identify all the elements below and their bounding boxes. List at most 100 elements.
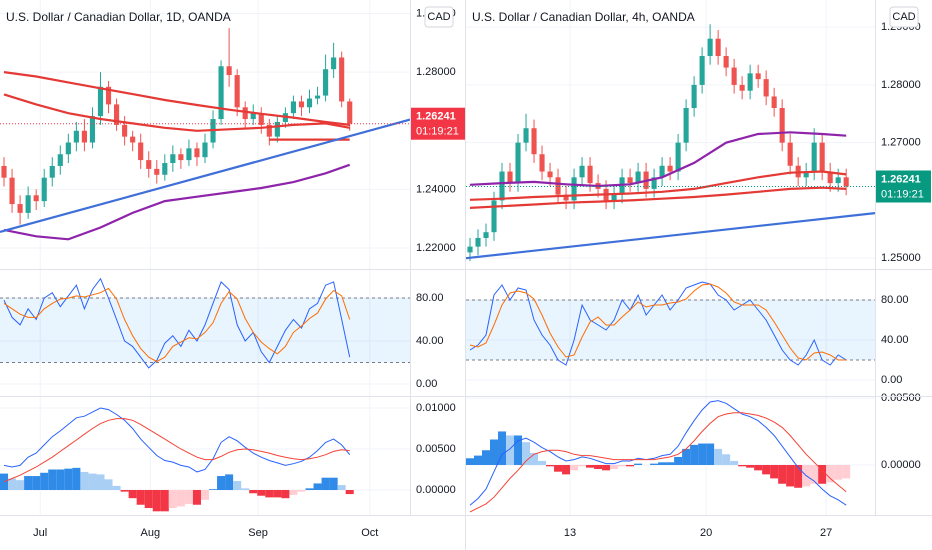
candle-body	[234, 75, 240, 108]
macd-histogram-bar	[48, 469, 57, 490]
macd-line	[469, 400, 847, 506]
overlay-line	[469, 170, 847, 201]
candle-body	[97, 86, 104, 117]
macd-histogram-bar	[602, 464, 611, 471]
macd-histogram-bar	[168, 489, 177, 509]
candle-body	[162, 163, 168, 175]
overlay-line	[466, 212, 875, 260]
macd-histogram-bar	[329, 477, 338, 490]
candle-body	[507, 171, 513, 184]
y-tick-label: 1.25000	[881, 252, 921, 264]
candle-body	[811, 142, 817, 172]
macd-histogram-bar	[762, 464, 771, 475]
candle-body	[587, 165, 593, 184]
candle-body	[843, 177, 849, 187]
y-tick-label: 1.28000	[881, 79, 921, 91]
y-tick-label: 40.00	[881, 334, 909, 346]
macd-histogram-bar	[160, 489, 169, 512]
plot-area	[0, 0, 410, 515]
macd-histogram-bar	[666, 462, 675, 465]
macd-histogram-bar	[658, 462, 667, 465]
candle-body	[73, 130, 79, 143]
macd-histogram-bar	[289, 489, 298, 495]
last-price-label: 1.26241	[881, 173, 921, 185]
macd-histogram-bar	[136, 489, 145, 505]
macd-histogram-bar	[297, 489, 306, 492]
candle-body	[667, 165, 673, 172]
candle-body	[731, 67, 737, 85]
y-tick-label: 80.00	[881, 294, 909, 306]
macd-histogram-bar	[192, 489, 201, 505]
macd-histogram-bar	[618, 464, 627, 467]
countdown-label: 01:19:21	[416, 126, 459, 138]
macd-histogram-bar	[88, 473, 97, 490]
candle-body	[298, 101, 305, 108]
candle-body	[483, 232, 489, 238]
macd-histogram-bar	[498, 431, 507, 465]
candle-body	[57, 154, 63, 166]
stoch-line	[3, 287, 351, 363]
candle-body	[755, 73, 761, 80]
candle-body	[122, 124, 128, 137]
candle-body	[186, 148, 192, 161]
macd-histogram-bar	[24, 476, 33, 490]
macd-histogram-bar	[562, 464, 571, 475]
macd-histogram-bar	[233, 480, 242, 490]
candle-body	[202, 142, 208, 158]
candle-body	[547, 171, 553, 178]
chart-title: U.S. Dollar / Canadian Dollar, 4h, OANDA	[472, 10, 695, 24]
candle-body	[178, 154, 184, 161]
candle-body	[41, 177, 47, 202]
macd-histogram-bar	[313, 483, 322, 490]
macd-histogram-bar	[578, 464, 587, 467]
macd-histogram-bar	[698, 443, 707, 465]
y-tick-label: 1.22000	[416, 242, 456, 254]
candle-body	[81, 130, 87, 143]
overlay-line	[469, 186, 847, 209]
macd-histogram-bar	[514, 435, 523, 465]
candle-body	[579, 165, 585, 178]
macd-histogram-bar	[570, 464, 579, 471]
y-tick-label: 0.00000	[881, 459, 921, 471]
candle-body	[274, 121, 280, 137]
candle-body	[771, 96, 777, 109]
x-tick-label: Jul	[33, 527, 47, 539]
candle-body	[619, 177, 625, 195]
x-tick-label: 27	[820, 527, 832, 539]
macd-histogram-bar	[610, 464, 619, 470]
stoch-line	[469, 283, 847, 361]
macd-histogram-bar	[826, 464, 835, 483]
macd-histogram-bar	[706, 443, 715, 465]
y-tick-label: 0.00500	[881, 392, 921, 404]
overlay-line	[3, 163, 351, 241]
candle-body	[763, 79, 769, 97]
y-tick-label: 1.24000	[416, 183, 456, 195]
candle-body	[659, 165, 665, 178]
y-tick-label: 0.01000	[416, 402, 456, 414]
macd-histogram-bar	[16, 480, 25, 490]
macd-histogram-bar	[594, 464, 603, 470]
candle-body	[105, 86, 112, 105]
y-tick-label: 80.00	[416, 292, 444, 304]
macd-histogram-bar	[217, 476, 226, 490]
candle-body	[707, 38, 713, 57]
candle-body	[258, 113, 264, 125]
macd-histogram-bar	[200, 489, 210, 500]
macd-histogram-bar	[842, 464, 851, 479]
candle-body	[491, 200, 497, 233]
candle-body	[314, 95, 321, 99]
macd-histogram-bar	[64, 468, 73, 490]
stoch-line	[3, 277, 351, 369]
candle-body	[17, 204, 23, 213]
candle-body	[306, 98, 313, 108]
candle-body	[250, 113, 256, 120]
candle-body	[49, 165, 55, 178]
macd-histogram-bar	[554, 464, 563, 472]
last-price-box	[411, 107, 466, 140]
candle-body	[819, 142, 825, 172]
candle-body	[138, 142, 144, 161]
overlay-line	[3, 71, 350, 126]
candle-body	[803, 171, 809, 178]
macd-histogram-bar	[738, 464, 747, 467]
